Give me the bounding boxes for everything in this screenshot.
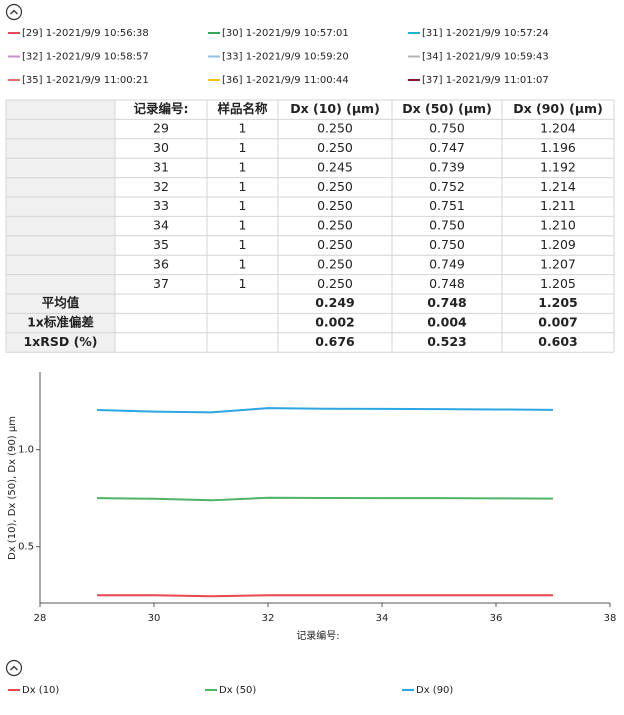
table-cell: Dx (90) (μm) (513, 101, 603, 116)
table-cell: 1 (239, 121, 247, 136)
series-line (96, 407, 554, 414)
table-cell: 1.210 (540, 218, 576, 233)
table-cell: 1 (239, 179, 247, 194)
table-cell: 1.205 (540, 276, 576, 291)
row-header-bg (6, 100, 115, 353)
legend-label: [36] 1-2021/9/9 11:00:44 (222, 75, 349, 86)
table-cell: 0.739 (429, 159, 465, 174)
table-cell: 平均值 (42, 295, 80, 310)
table-cell: 1.211 (540, 198, 576, 213)
table-cell: 0.007 (538, 315, 578, 330)
table-cell: 1 (239, 218, 247, 233)
table-cell: 1 (239, 140, 247, 155)
table-cell: 33 (153, 198, 169, 213)
legend-label: Dx (10) (22, 685, 59, 696)
table-cell: 0.245 (317, 159, 353, 174)
table-cell: 1.205 (538, 295, 578, 310)
legend-label: [29] 1-2021/9/9 10:56:38 (22, 28, 149, 39)
y-axis-label: Dx (10), Dx (50), Dx (90) μm (7, 416, 18, 560)
legend-label: [31] 1-2021/9/9 10:57:24 (422, 28, 549, 39)
table-cell: 0.676 (315, 334, 355, 349)
table-cell: 0.747 (429, 140, 465, 155)
table-cell: 1 (239, 276, 247, 291)
table-cell: 0.250 (317, 256, 353, 271)
table-cell: 31 (153, 159, 169, 174)
x-tick-label: 32 (262, 613, 275, 624)
table-cell: 34 (153, 218, 169, 233)
table-cell: 0.250 (317, 140, 353, 155)
table-cell: 0.250 (317, 237, 353, 252)
table-cell: 0.750 (429, 237, 465, 252)
series-line (96, 496, 554, 502)
table-cell: 1 (239, 159, 247, 174)
table-cell: 32 (153, 179, 169, 194)
table-cell: 1.214 (540, 179, 576, 194)
table-cell: 0.750 (429, 218, 465, 233)
table-cell: 1.209 (540, 237, 576, 252)
table-cell: 0.250 (317, 198, 353, 213)
table-cell: 0.749 (429, 256, 465, 271)
table-cell: 30 (153, 140, 169, 155)
table-cell: 0.250 (317, 121, 353, 136)
table-cell: 1 (239, 256, 247, 271)
table-cell: 0.523 (427, 334, 467, 349)
x-tick-label: 36 (490, 613, 503, 624)
table-cell: 0.250 (317, 276, 353, 291)
table-cell: 29 (153, 121, 169, 136)
legend-label: Dx (50) (219, 685, 256, 696)
legend-label: [33] 1-2021/9/9 10:59:20 (222, 52, 349, 63)
table-cell: 0.250 (317, 218, 353, 233)
collapse-button[interactable] (5, 3, 23, 21)
table-cell: 35 (153, 237, 169, 252)
table-cell: 0.748 (429, 276, 465, 291)
table-cell: 1x标准偏差 (27, 315, 94, 330)
table-cell: 0.750 (429, 121, 465, 136)
x-tick-label: 34 (376, 613, 389, 624)
table-cell: 0.751 (429, 198, 465, 213)
table-cell: 1.204 (540, 121, 576, 136)
table-cell: Dx (10) (μm) (290, 101, 380, 116)
table-cell: 0.004 (427, 315, 467, 330)
legend-label: [35] 1-2021/9/9 11:00:21 (22, 75, 149, 86)
y-tick-label: 0.5 (18, 542, 34, 553)
table-cell: 0.748 (427, 295, 467, 310)
table-cell: 37 (153, 276, 169, 291)
table-cell: 0.752 (429, 179, 465, 194)
y-tick-label: 1.0 (18, 445, 34, 456)
table-cell: 0.250 (317, 179, 353, 194)
table-cell: 0.249 (315, 295, 355, 310)
table-cell: 1 (239, 237, 247, 252)
x-tick-label: 38 (604, 613, 617, 624)
legend-label: Dx (90) (416, 685, 453, 696)
table-cell: 1.192 (540, 159, 576, 174)
x-tick-label: 28 (34, 613, 47, 624)
table-cell: 0.603 (538, 334, 578, 349)
table-cell: 1.196 (540, 140, 576, 155)
legend-label: [32] 1-2021/9/9 10:58:57 (22, 52, 149, 63)
table-cell: 1 (239, 198, 247, 213)
series-line (97, 594, 553, 598)
legend-label: [37] 1-2021/9/9 11:01:07 (422, 75, 549, 86)
table-cell: 记录编号: (134, 101, 189, 116)
collapse-button[interactable] (5, 659, 23, 677)
table-cell: 1xRSD (%) (23, 334, 97, 349)
table-cell: 1.207 (540, 256, 576, 271)
table-cell: 0.002 (315, 315, 355, 330)
table-cell: Dx (50) (μm) (402, 101, 492, 116)
legend-label: [34] 1-2021/9/9 10:59:43 (422, 52, 549, 63)
x-axis-label: 记录编号: (296, 629, 339, 642)
legend-label: [30] 1-2021/9/9 10:57:01 (222, 28, 349, 39)
table-cell: 样品名称 (217, 101, 268, 116)
table-cell: 36 (153, 256, 169, 271)
x-tick-label: 30 (148, 613, 161, 624)
